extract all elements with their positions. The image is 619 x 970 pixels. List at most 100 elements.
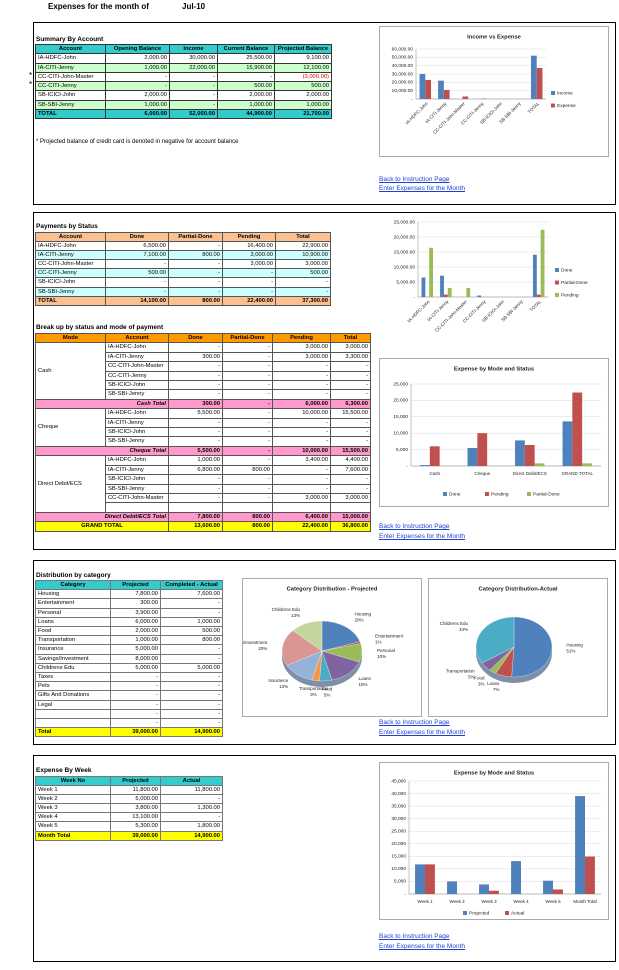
table-cell: CC-CITI-John-Master bbox=[105, 492, 169, 504]
table-cell: SB-SBI-Jenny bbox=[35, 99, 106, 110]
table-cell: IA-CITI-Jenny bbox=[105, 464, 169, 476]
table-cell: 1,000.00 bbox=[105, 62, 170, 73]
table-row: IA-CITI-Jenny 7,100.00 800.00 3,000.00 10,90… bbox=[35, 250, 331, 261]
header-cell: Partial-Done bbox=[222, 332, 273, 344]
table-cell: - bbox=[160, 708, 223, 720]
table-cell: 10,000.00 bbox=[272, 445, 331, 457]
table-cell: - bbox=[168, 286, 223, 297]
link[interactable]: Enter Expenses for the Month bbox=[379, 729, 465, 736]
table-cell: 800.00 bbox=[160, 635, 223, 646]
bar bbox=[477, 295, 482, 297]
table-cell: - bbox=[168, 380, 223, 391]
section-title: Break up by status and mode of payment bbox=[36, 324, 164, 331]
header-row: Account Done Partial-Done Pending Total bbox=[35, 231, 331, 243]
table-cell: 6,400.00 bbox=[272, 511, 331, 523]
table-cell: - bbox=[110, 708, 161, 720]
link[interactable]: Back to Instruction Page bbox=[379, 719, 450, 726]
table-cell: 2,000.00 bbox=[105, 53, 170, 64]
row-mark: * bbox=[29, 70, 33, 80]
table-cell: 800.00 bbox=[222, 464, 273, 476]
x-tick-label: Week 5 bbox=[545, 899, 561, 904]
x-tick-label: Direct Debit/ECS bbox=[513, 471, 547, 476]
table-cell: - bbox=[222, 342, 273, 353]
table-cell: - bbox=[222, 351, 273, 363]
table-cell: - bbox=[222, 277, 276, 288]
table-cell: - bbox=[330, 361, 371, 372]
slice-label: Loans bbox=[487, 681, 500, 686]
y-tick-label: 25,000 bbox=[393, 381, 408, 387]
link[interactable]: Enter Expenses for the Month bbox=[379, 185, 465, 192]
table-cell: Transportation bbox=[35, 635, 111, 646]
section-title: Summary By Account bbox=[36, 36, 104, 43]
link[interactable]: Back to Instruction Page bbox=[379, 176, 450, 183]
section-title: Payments by Status bbox=[36, 223, 98, 230]
table-cell: - bbox=[160, 690, 223, 701]
x-tick-label: Week 2 bbox=[449, 899, 465, 904]
table-cell: - bbox=[160, 794, 223, 805]
table-cell bbox=[272, 502, 331, 513]
table-cell: 5,300.00 bbox=[110, 821, 161, 832]
table-cell: 3,800.00 bbox=[110, 803, 161, 814]
header-cell: Projected Balance bbox=[274, 43, 332, 55]
bar bbox=[536, 67, 543, 99]
table-cell: CC-CITI-Jenny bbox=[35, 80, 106, 92]
table-cell: 500.00 bbox=[275, 268, 331, 279]
x-tick-label: Week 3 bbox=[481, 899, 497, 904]
bar bbox=[425, 864, 435, 894]
x-tick-label: CC-CITI-John-Master bbox=[432, 101, 466, 135]
table-row: Transportation 1,000.00 800.00 bbox=[35, 635, 223, 646]
table-row: Personal 3,900.00- bbox=[35, 607, 223, 618]
link[interactable]: Back to Instruction Page bbox=[379, 523, 450, 530]
table-row: Month Total 39,000.00 14,900.00 bbox=[35, 830, 223, 841]
table-cell: 39,000.00 bbox=[110, 727, 161, 738]
bar bbox=[532, 254, 537, 297]
table-cell: - bbox=[222, 389, 273, 400]
table-cell: - bbox=[272, 361, 331, 372]
slice-label: Transportation bbox=[446, 669, 475, 674]
table-cell: SB-SBI-Jenny bbox=[105, 389, 169, 400]
table-host: Account Done Partial-Done Pending Total IA-HD… bbox=[35, 231, 331, 306]
slice-label: Food bbox=[474, 675, 485, 680]
y-tick-label: 30,000.00 bbox=[392, 71, 414, 77]
table-host: Week No Projected Actual Week 1 11,800.00 11,… bbox=[35, 775, 223, 841]
table-cell: - bbox=[222, 268, 276, 279]
slice-value: 20% bbox=[258, 646, 267, 651]
table-cell: 5,000.00 bbox=[110, 662, 161, 674]
bar bbox=[440, 275, 444, 297]
table-cell: - bbox=[330, 427, 371, 438]
table-cell bbox=[168, 502, 223, 513]
bar bbox=[540, 229, 545, 297]
table-cell: - bbox=[105, 80, 170, 92]
table-cell: 22,000.00 bbox=[169, 62, 218, 73]
table-cell: - bbox=[217, 71, 275, 83]
legend-label: Actual bbox=[511, 910, 524, 916]
bar bbox=[575, 796, 585, 894]
slice-value: 10% bbox=[377, 654, 386, 659]
table-cell: 11,800.00 bbox=[160, 785, 223, 796]
bar bbox=[419, 74, 426, 99]
table-cell: 36,800.00 bbox=[330, 521, 371, 532]
table-cell: SB-ICICI-John bbox=[35, 90, 106, 101]
link[interactable]: Back to Instruction Page bbox=[379, 933, 450, 940]
table-row: Entertainment 300.00- bbox=[35, 598, 223, 609]
bar bbox=[415, 864, 425, 894]
link[interactable]: Enter Expenses for the Month bbox=[379, 533, 465, 540]
table-cell: - bbox=[222, 436, 273, 447]
table-cell: Childrens Edu bbox=[35, 662, 111, 674]
table-cell: 16,400.00 bbox=[222, 241, 276, 252]
table-cell: Cash Total bbox=[35, 398, 169, 410]
table-cell: - bbox=[272, 427, 331, 438]
table-cell: Week 3 bbox=[35, 803, 111, 814]
table-cell bbox=[222, 502, 273, 513]
table-row: Pets - - bbox=[35, 681, 223, 692]
table-cell: 10,900.00 bbox=[275, 250, 331, 261]
table-cell: - bbox=[222, 286, 276, 297]
bar bbox=[447, 881, 457, 894]
link[interactable]: Enter Expenses for the Month bbox=[379, 943, 465, 950]
table-cell: - bbox=[272, 483, 331, 494]
table-cell: 1,000.00 bbox=[168, 455, 223, 466]
subtotal-row: Direct Debit/ECS Total 7,800.00 800.00 6,40… bbox=[35, 511, 371, 523]
table-cell: 1,000.00 bbox=[160, 616, 223, 628]
table-host: Mode Account Done Partial-Done Pending Total C… bbox=[35, 332, 371, 532]
table-cell: 500.00 bbox=[274, 80, 332, 92]
